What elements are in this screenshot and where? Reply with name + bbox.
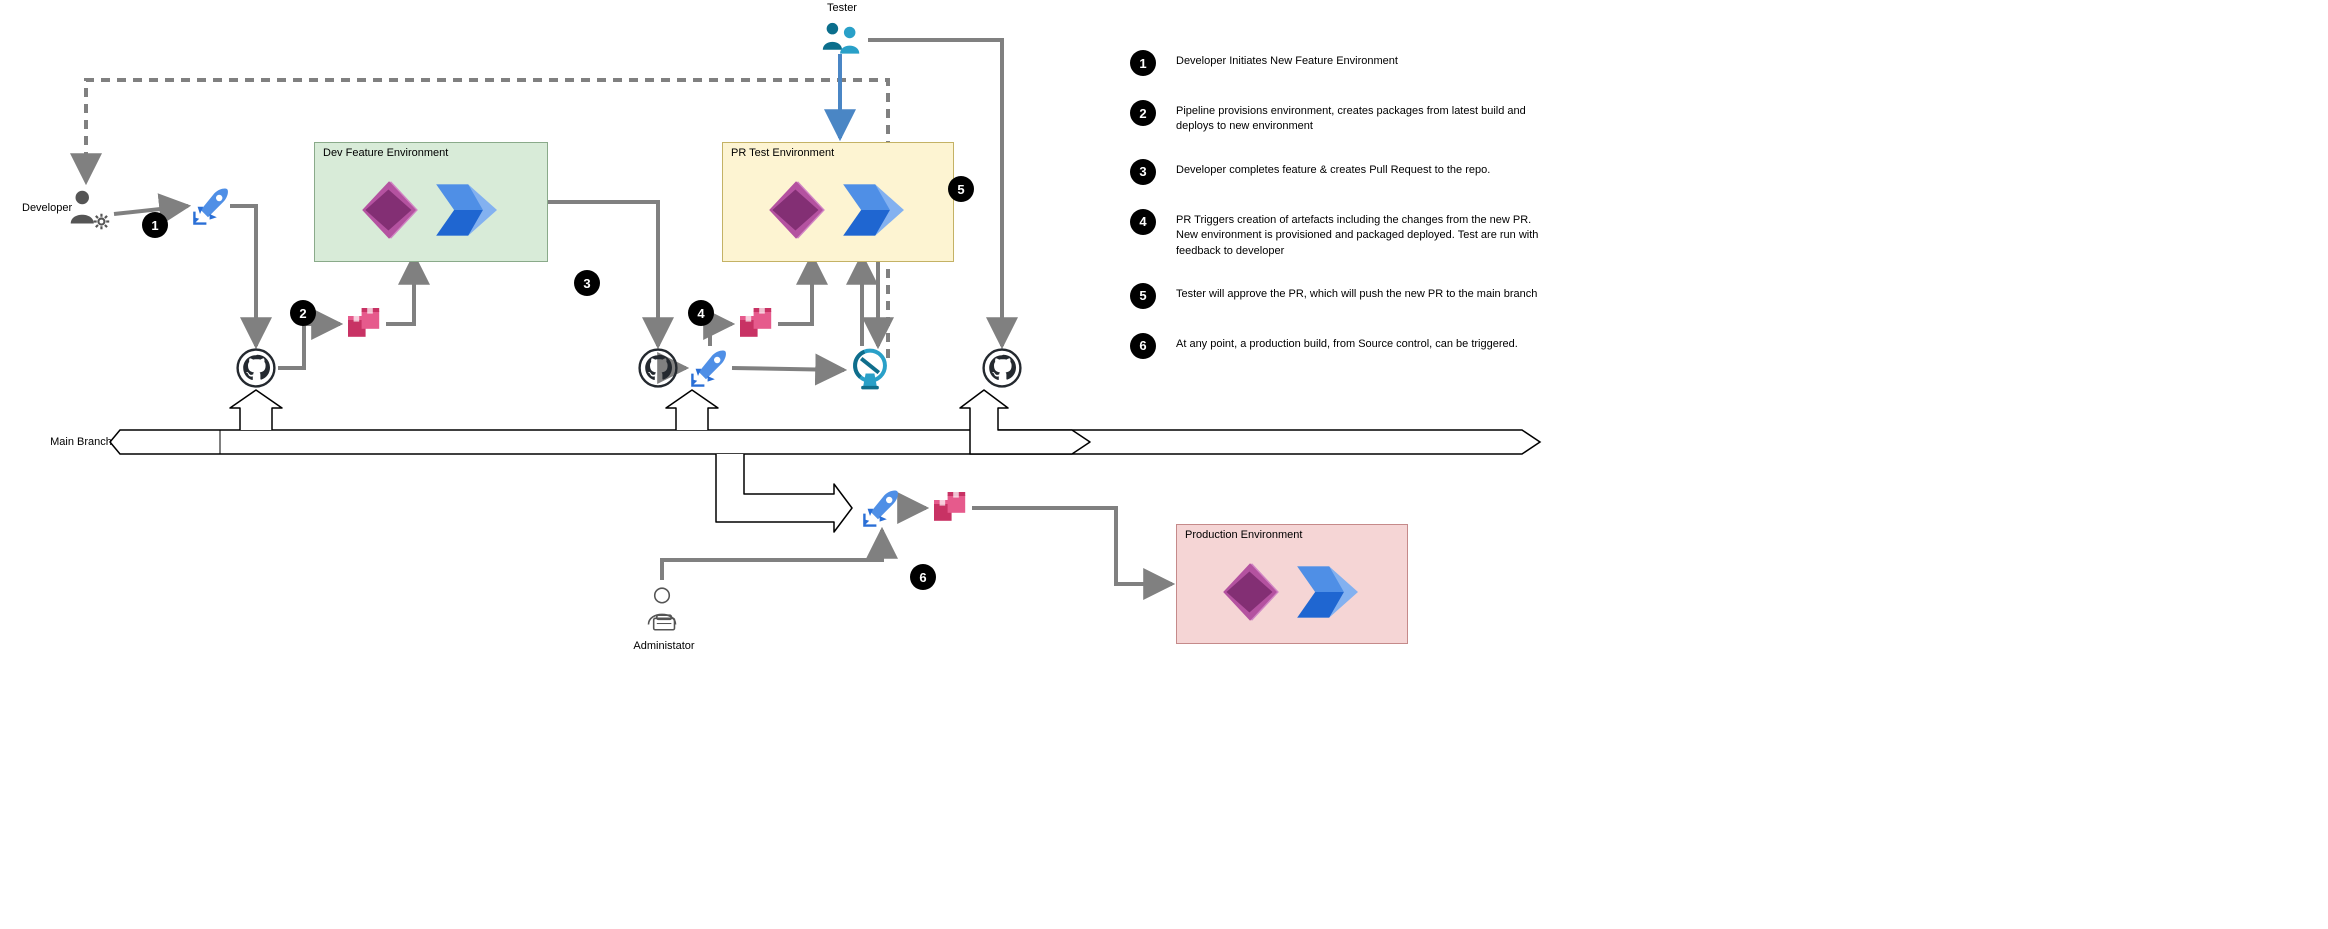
artifacts-icon-1 [344, 304, 384, 347]
developer-icon [64, 186, 112, 234]
pipelines-icon-3 [862, 488, 902, 531]
pr-test-environment-box: PR Test Environment [722, 142, 954, 262]
github-icon-3 [982, 348, 1022, 391]
legend-row-6: 6 At any point, a production build, from … [1130, 333, 1550, 359]
legend-badge-2: 2 [1130, 100, 1156, 126]
powerautomate-icon [433, 178, 503, 242]
tester-icon [818, 20, 866, 58]
pipelines-icon-2 [690, 348, 730, 391]
legend-row-3: 3 Developer completes feature & creates P… [1130, 159, 1550, 185]
tester-icon [818, 20, 866, 61]
legend-badge-5: 5 [1130, 283, 1156, 309]
azure-pipelines-icon [690, 348, 730, 388]
azure-pipelines-icon [192, 186, 232, 226]
artifacts-icon-3 [930, 488, 970, 531]
administrator-label: Administator [624, 640, 704, 652]
legend-badge-6: 6 [1130, 333, 1156, 359]
dev-env-icons [323, 163, 539, 257]
powerapps-icon [1220, 560, 1284, 624]
github-icon [982, 348, 1022, 388]
legend-text-2: Pipeline provisions environment, creates… [1176, 100, 1550, 135]
artifacts-icon [736, 304, 776, 344]
legend-text-4: PR Triggers creation of artefacts includ… [1176, 209, 1550, 259]
production-environment-box: Production Environment [1176, 524, 1408, 644]
legend-row-5: 5 Tester will approve the PR, which will … [1130, 283, 1550, 309]
step-badge-1: 1 [142, 212, 168, 238]
step-badge-5: 5 [948, 176, 974, 202]
step-badge-4: 4 [688, 300, 714, 326]
azure-test-plans-icon [848, 348, 892, 392]
pipeline-diagram: Dev Feature Environment PR Test Environm… [0, 0, 2328, 929]
legend-panel: 1 Developer Initiates New Feature Environ… [1130, 50, 1550, 383]
dev-env-title: Dev Feature Environment [323, 147, 448, 159]
legend-badge-3: 3 [1130, 159, 1156, 185]
legend-row-1: 1 Developer Initiates New Feature Environ… [1130, 50, 1550, 76]
developer-label: Developer [22, 202, 68, 214]
artifacts-icon [930, 488, 970, 528]
legend-badge-4: 4 [1130, 209, 1156, 235]
administrator-icon [636, 584, 688, 636]
pr-env-icons [731, 163, 945, 257]
developer-icon [64, 186, 112, 237]
administrator-icon [636, 584, 688, 639]
legend-text-1: Developer Initiates New Feature Environm… [1176, 50, 1398, 69]
dev-feature-environment-box: Dev Feature Environment [314, 142, 548, 262]
legend-row-4: 4 PR Triggers creation of artefacts inclu… [1130, 209, 1550, 259]
step-badge-2: 2 [290, 300, 316, 326]
legend-text-6: At any point, a production build, from S… [1176, 333, 1518, 352]
prod-env-icons [1185, 545, 1399, 639]
github-icon-1 [236, 348, 276, 391]
artifacts-icon [344, 304, 384, 344]
main-branch-label: Main Branch [46, 436, 116, 448]
step-badge-3: 3 [574, 270, 600, 296]
pr-env-title: PR Test Environment [731, 147, 834, 159]
artifacts-icon-2 [736, 304, 776, 347]
legend-text-3: Developer completes feature & creates Pu… [1176, 159, 1490, 178]
github-icon-2 [638, 348, 678, 391]
test-plans-icon [848, 348, 892, 395]
tester-label: Tester [812, 2, 872, 14]
powerapps-icon [766, 178, 830, 242]
legend-badge-1: 1 [1130, 50, 1156, 76]
github-icon [236, 348, 276, 388]
legend-text-5: Tester will approve the PR, which will p… [1176, 283, 1537, 302]
azure-pipelines-icon [862, 488, 902, 528]
step-badge-6: 6 [910, 564, 936, 590]
prod-env-title: Production Environment [1185, 529, 1302, 541]
powerapps-icon [359, 178, 423, 242]
powerautomate-icon [840, 178, 910, 242]
pipelines-icon-1 [192, 186, 232, 229]
legend-row-2: 2 Pipeline provisions environment, create… [1130, 100, 1550, 135]
github-icon [638, 348, 678, 388]
powerautomate-icon [1294, 560, 1364, 624]
